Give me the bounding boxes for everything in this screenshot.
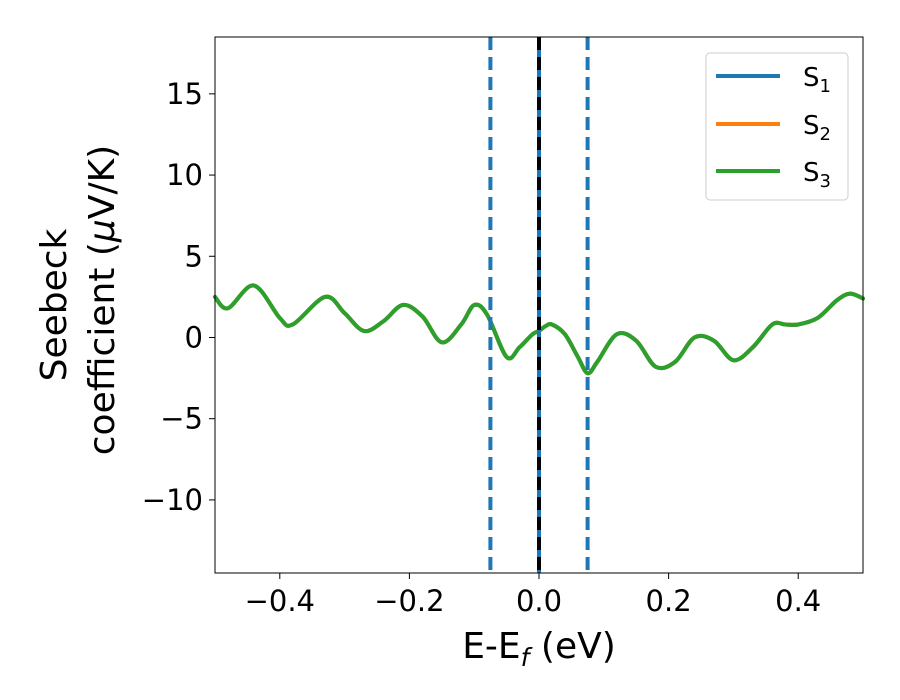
legend-label-s1: S1 [803, 63, 831, 97]
x-tick-label: 0.2 [646, 584, 692, 618]
series-lines [213, 283, 865, 376]
x-tick-label: 0.0 [516, 584, 562, 618]
y-tick-label: −10 [142, 483, 203, 517]
y-axis-ticks: 15 10 5 0 −5 −10 [142, 77, 215, 517]
x-axis-title: E-Ef (eV) [462, 626, 616, 672]
legend-box [705, 52, 849, 201]
x-axis-ticks: −0.4 −0.2 0.0 0.2 0.4 [245, 573, 821, 618]
y-tick-label: −5 [160, 402, 203, 436]
y-axis-title-line2: coefficient (μV/K) [82, 145, 123, 455]
y-tick-label: 5 [185, 239, 203, 273]
y-tick-label: 15 [166, 77, 203, 111]
legend-label-s3: S3 [803, 158, 831, 192]
legend: S1 S2 S3 [705, 52, 849, 201]
x-tick-label: 0.4 [775, 584, 821, 618]
y-tick-label: 10 [166, 158, 203, 192]
series-line-3 [213, 283, 865, 376]
x-tick-label: −0.4 [245, 584, 315, 618]
y-tick-label: 0 [185, 320, 203, 354]
x-tick-label: −0.2 [374, 584, 444, 618]
y-axis-title-line1: Seebeck [34, 228, 75, 381]
vertical-markers [488, 37, 590, 573]
legend-label-s2: S2 [803, 111, 831, 145]
